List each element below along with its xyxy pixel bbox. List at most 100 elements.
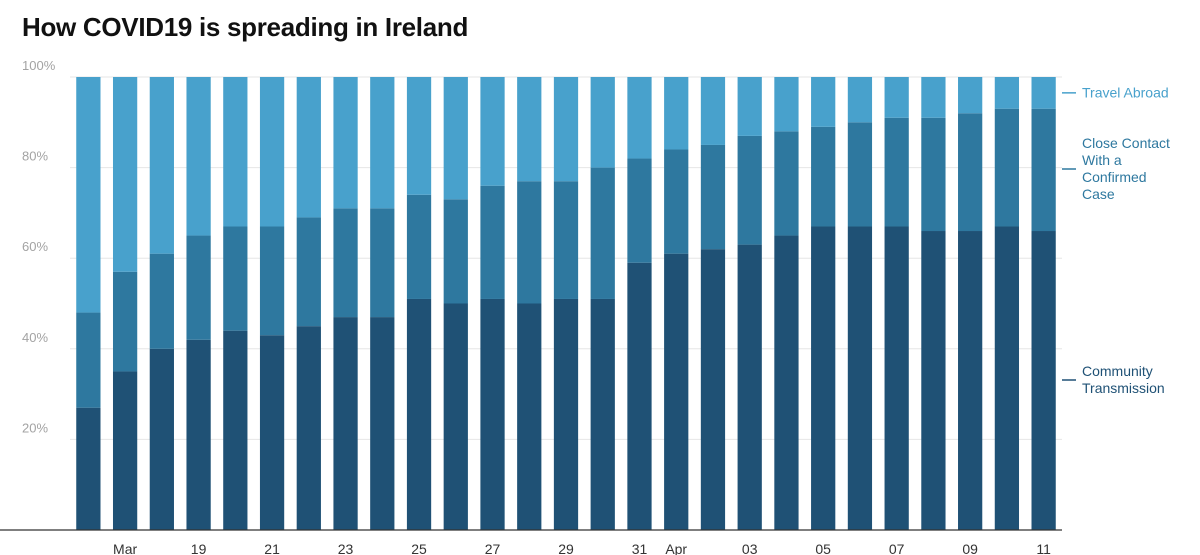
bar-segment-travel-abroad bbox=[259, 77, 285, 227]
bar-segment-close-contact bbox=[994, 108, 1020, 227]
bar-segment-travel-abroad bbox=[480, 77, 505, 186]
y-tick-label: 100% bbox=[22, 58, 56, 73]
bar-segment-travel-abroad bbox=[664, 77, 689, 150]
bar-segment-close-contact bbox=[333, 208, 358, 318]
bar-segment-travel-abroad bbox=[847, 77, 873, 123]
bar-segment-close-contact bbox=[700, 144, 726, 250]
y-axis-ticks: 20% 40% 60% 80% 100% bbox=[22, 58, 56, 435]
bar-segment-travel-abroad bbox=[884, 77, 909, 118]
bar-segment-close-contact bbox=[1031, 108, 1056, 232]
bar-segment-community-transmission bbox=[149, 348, 174, 530]
bar-segment-travel-abroad bbox=[76, 77, 101, 313]
bar-segment-travel-abroad bbox=[994, 77, 1020, 109]
bar-segment-close-contact bbox=[406, 194, 432, 299]
y-tick-label: 20% bbox=[22, 420, 48, 435]
chart-title: How COVID19 is spreading in Ireland bbox=[22, 12, 469, 42]
legend-label: With a bbox=[1082, 152, 1122, 168]
bar-segment-community-transmission bbox=[259, 335, 285, 530]
bar-segment-travel-abroad bbox=[333, 77, 358, 209]
bar-segment-close-contact bbox=[921, 117, 946, 232]
bar-segment-travel-abroad bbox=[1031, 77, 1056, 109]
bar-segment-travel-abroad bbox=[186, 77, 211, 236]
bar-segment-community-transmission bbox=[627, 262, 652, 530]
x-tick-label: Apr bbox=[665, 541, 687, 555]
bar-segment-community-transmission bbox=[406, 298, 432, 530]
bar-segment-close-contact bbox=[443, 199, 468, 304]
bar-segment-close-contact bbox=[664, 149, 689, 254]
bar-segment-community-transmission bbox=[480, 298, 505, 530]
legend-label: Transmission bbox=[1082, 380, 1165, 396]
bar-segment-community-transmission bbox=[223, 330, 248, 530]
bar-segment-close-contact bbox=[590, 167, 615, 299]
x-tick-label: 27 bbox=[485, 541, 501, 555]
bar-segment-community-transmission bbox=[553, 298, 579, 530]
bar-segment-close-contact bbox=[774, 131, 799, 236]
bar-segment-community-transmission bbox=[737, 244, 762, 531]
bar-segment-community-transmission bbox=[296, 326, 321, 530]
bar-segment-close-contact bbox=[884, 117, 909, 227]
x-tick-label: 09 bbox=[962, 541, 978, 555]
bar-segment-travel-abroad bbox=[149, 77, 174, 254]
bar-segment-travel-abroad bbox=[921, 77, 946, 118]
legend-label: Close Contact bbox=[1082, 135, 1170, 151]
bar-segment-community-transmission bbox=[517, 303, 542, 530]
x-tick-label: Mar bbox=[113, 541, 137, 555]
bar-segment-close-contact bbox=[737, 135, 762, 245]
bar-segment-close-contact bbox=[847, 122, 873, 227]
bars bbox=[76, 77, 1056, 531]
x-tick-label: 05 bbox=[815, 541, 831, 555]
bar-segment-close-contact bbox=[259, 226, 285, 336]
bar-segment-community-transmission bbox=[811, 226, 836, 531]
x-tick-label: 31 bbox=[632, 541, 648, 555]
bar-segment-close-contact bbox=[112, 271, 138, 372]
bar-segment-close-contact bbox=[223, 226, 248, 331]
legend-label: Confirmed bbox=[1082, 169, 1147, 185]
bar-segment-community-transmission bbox=[76, 407, 101, 530]
bar-segment-community-transmission bbox=[370, 317, 395, 530]
bar-segment-close-contact bbox=[958, 113, 983, 232]
bar-segment-travel-abroad bbox=[406, 77, 432, 195]
bar-segment-travel-abroad bbox=[700, 77, 726, 145]
bar-segment-travel-abroad bbox=[811, 77, 836, 127]
bar-segment-close-contact bbox=[76, 312, 101, 408]
legend-label: Travel Abroad bbox=[1082, 84, 1169, 100]
bar-segment-community-transmission bbox=[994, 226, 1020, 531]
y-tick-label: 60% bbox=[22, 239, 48, 254]
bar-segment-travel-abroad bbox=[553, 77, 579, 182]
x-tick-label: 03 bbox=[742, 541, 758, 555]
bar-segment-close-contact bbox=[186, 235, 211, 340]
bar-segment-travel-abroad bbox=[112, 77, 138, 272]
bar-segment-travel-abroad bbox=[590, 77, 615, 168]
bar-segment-community-transmission bbox=[590, 298, 615, 530]
x-tick-label: 21 bbox=[264, 541, 280, 555]
bar-segment-close-contact bbox=[480, 185, 505, 299]
x-tick-label: 25 bbox=[411, 541, 427, 555]
bar-segment-travel-abroad bbox=[627, 77, 652, 159]
x-tick-label: 23 bbox=[338, 541, 354, 555]
bar-segment-community-transmission bbox=[958, 231, 983, 530]
bar-segment-travel-abroad bbox=[370, 77, 395, 209]
legend-label: Community bbox=[1082, 363, 1153, 379]
bar-segment-travel-abroad bbox=[774, 77, 799, 132]
bar-segment-travel-abroad bbox=[296, 77, 321, 218]
x-tick-label: 19 bbox=[191, 541, 207, 555]
bar-segment-close-contact bbox=[370, 208, 395, 318]
bar-segment-community-transmission bbox=[700, 249, 726, 530]
bar-segment-community-transmission bbox=[443, 303, 468, 530]
bar-segment-travel-abroad bbox=[443, 77, 468, 200]
bar-segment-travel-abroad bbox=[223, 77, 248, 227]
bar-segment-close-contact bbox=[517, 181, 542, 304]
bar-segment-travel-abroad bbox=[958, 77, 983, 114]
bar-segment-community-transmission bbox=[112, 371, 138, 530]
x-tick-label: 29 bbox=[558, 541, 574, 555]
legend-label: Case bbox=[1082, 186, 1115, 202]
bar-segment-close-contact bbox=[553, 181, 579, 299]
bar-segment-close-contact bbox=[811, 126, 836, 227]
bar-segment-community-transmission bbox=[186, 339, 211, 530]
x-tick-label: 07 bbox=[889, 541, 905, 555]
y-tick-label: 80% bbox=[22, 149, 48, 164]
y-tick-label: 40% bbox=[22, 330, 48, 345]
bar-segment-close-contact bbox=[627, 158, 652, 263]
